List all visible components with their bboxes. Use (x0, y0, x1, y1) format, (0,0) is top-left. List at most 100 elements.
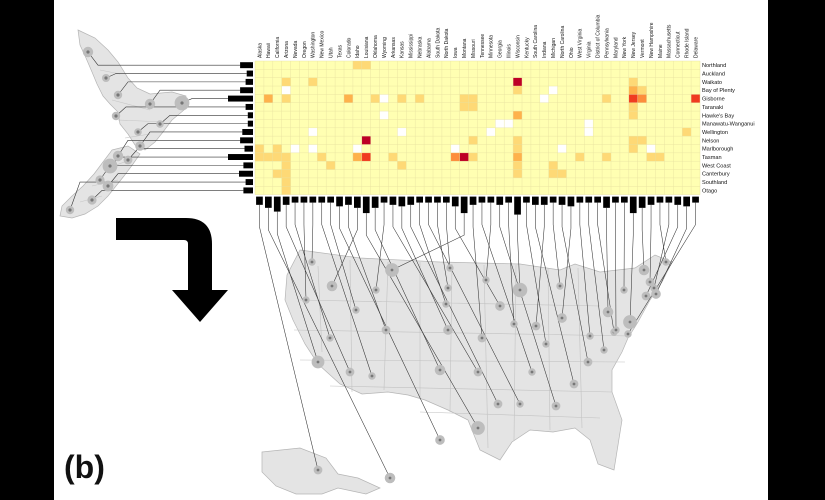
state-link-line (259, 204, 319, 471)
state-link-line (365, 213, 479, 429)
state-label: Connecticut (676, 31, 682, 58)
matrix-cell (637, 136, 647, 145)
state-link-line (285, 204, 351, 373)
state-label: Wyoming (382, 37, 388, 58)
state-link-line (653, 202, 670, 289)
state-label: Pennsylvania (604, 28, 610, 58)
state-marker (628, 320, 632, 324)
state-link-line (276, 211, 319, 363)
region-marker (180, 101, 184, 105)
row-total-bar (243, 162, 253, 169)
state-link-line (348, 204, 387, 331)
matrix-cell (379, 111, 389, 120)
region-marker (158, 122, 162, 126)
matrix-cell (513, 86, 522, 95)
column-total-bar (683, 196, 690, 207)
region-label: Waikato (702, 80, 722, 86)
region-link-line (115, 106, 246, 117)
state-marker (554, 404, 558, 408)
column-total-bar (656, 196, 664, 203)
column-total-bar (434, 196, 441, 203)
matrix-cell (290, 144, 300, 153)
column-total-bar (451, 196, 459, 207)
state-link-line (268, 207, 391, 479)
state-link-line (437, 202, 449, 289)
state-link-line (552, 202, 561, 287)
column-total-bar (380, 196, 388, 203)
state-marker (622, 288, 626, 292)
column-total-bar (398, 196, 406, 207)
state-marker (316, 360, 320, 364)
state-marker (374, 288, 378, 292)
state-label: South Carolina (533, 25, 539, 58)
state-link-line (649, 204, 652, 283)
matrix-cell (281, 152, 291, 162)
matrix-cell (468, 152, 478, 162)
region-marker (114, 114, 118, 118)
matrix-cell (308, 77, 318, 87)
state-link-line (526, 202, 547, 345)
region-marker (148, 102, 152, 106)
matrix-cell (602, 94, 611, 103)
matrix-cell (468, 136, 478, 145)
column-total-bar (603, 196, 610, 208)
matrix-cell (263, 152, 273, 162)
state-marker (560, 316, 564, 320)
matrix-cell (557, 144, 567, 153)
column-total-bar (638, 196, 646, 208)
column-total-bar (629, 196, 637, 214)
state-marker (446, 328, 450, 332)
matrix-cell (682, 127, 692, 137)
matrix-cell (628, 144, 638, 153)
state-marker (642, 268, 646, 272)
state-marker (602, 348, 606, 352)
state-marker (438, 438, 442, 442)
state-marker (586, 360, 590, 364)
matrix-cell (272, 144, 282, 153)
state-label: Ohio (569, 47, 575, 58)
curved-arrow-icon (116, 218, 228, 322)
state-label: Vermont (640, 39, 646, 58)
state-link-line (391, 213, 465, 271)
usa-map (261, 249, 673, 495)
region-link-line (91, 190, 244, 201)
state-label: Hawaii (266, 43, 272, 58)
state-label: Indiana (542, 41, 548, 58)
state-label: Massachusetts (667, 24, 673, 58)
matrix-cell (379, 94, 389, 103)
state-label: Nevada (293, 41, 299, 58)
row-total-bar (247, 112, 253, 119)
region-label: Northland (702, 63, 726, 69)
state-marker (316, 468, 320, 472)
column-total-bar (594, 196, 601, 203)
state-marker (544, 342, 548, 346)
matrix-cell (628, 86, 638, 95)
row-total-bar (240, 87, 253, 94)
state-label: Kansas (400, 41, 406, 58)
matrix-cell (548, 161, 558, 170)
matrix-cell (272, 152, 282, 162)
column-total-bar (567, 196, 575, 207)
state-label: Georgia (498, 40, 504, 58)
matrix-cell (655, 152, 665, 162)
state-link-line (330, 202, 357, 311)
matrix-cell (513, 169, 522, 178)
region-marker (116, 154, 120, 158)
state-marker (476, 370, 480, 374)
region-marker (126, 158, 130, 162)
nz-north-island (77, 29, 187, 151)
region-link-line (117, 81, 246, 96)
state-marker (496, 402, 500, 406)
column-total-bar (265, 196, 272, 208)
state-link-line (321, 202, 373, 377)
column-total-bar (460, 196, 468, 214)
matrix-cell (628, 111, 638, 120)
state-marker (438, 368, 442, 372)
column-total-bar (665, 196, 673, 203)
region-label: Marlborough (702, 147, 733, 153)
state-label: Oklahoma (373, 35, 379, 58)
state-link-line (588, 202, 605, 351)
matrix-cell (602, 152, 611, 162)
